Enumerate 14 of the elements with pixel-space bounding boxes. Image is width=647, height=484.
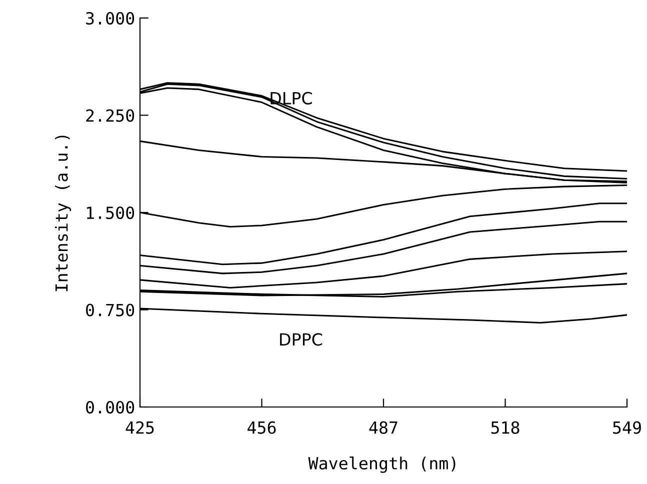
y-tick-label: 0.000: [86, 401, 134, 414]
x-tick-label: 549: [613, 421, 641, 434]
x-axis-title: Wavelength (nm): [308, 456, 456, 473]
y-tick-label: 1.500: [86, 206, 134, 220]
x-tick-label: 425: [126, 421, 154, 434]
y-tick-label: 0.750: [86, 304, 134, 316]
y-tick-label: 2.250: [86, 109, 134, 122]
y-tick-label: 3.000: [86, 12, 134, 25]
x-tick-label: 487: [369, 421, 398, 434]
x-tick-label: 518: [491, 421, 520, 434]
y-axis-title: Intensity (a.u.): [54, 136, 72, 292]
annotation: DLPC: [270, 92, 312, 105]
x-tick-label: 456: [248, 421, 276, 434]
annotation: DPPC: [280, 333, 322, 346]
